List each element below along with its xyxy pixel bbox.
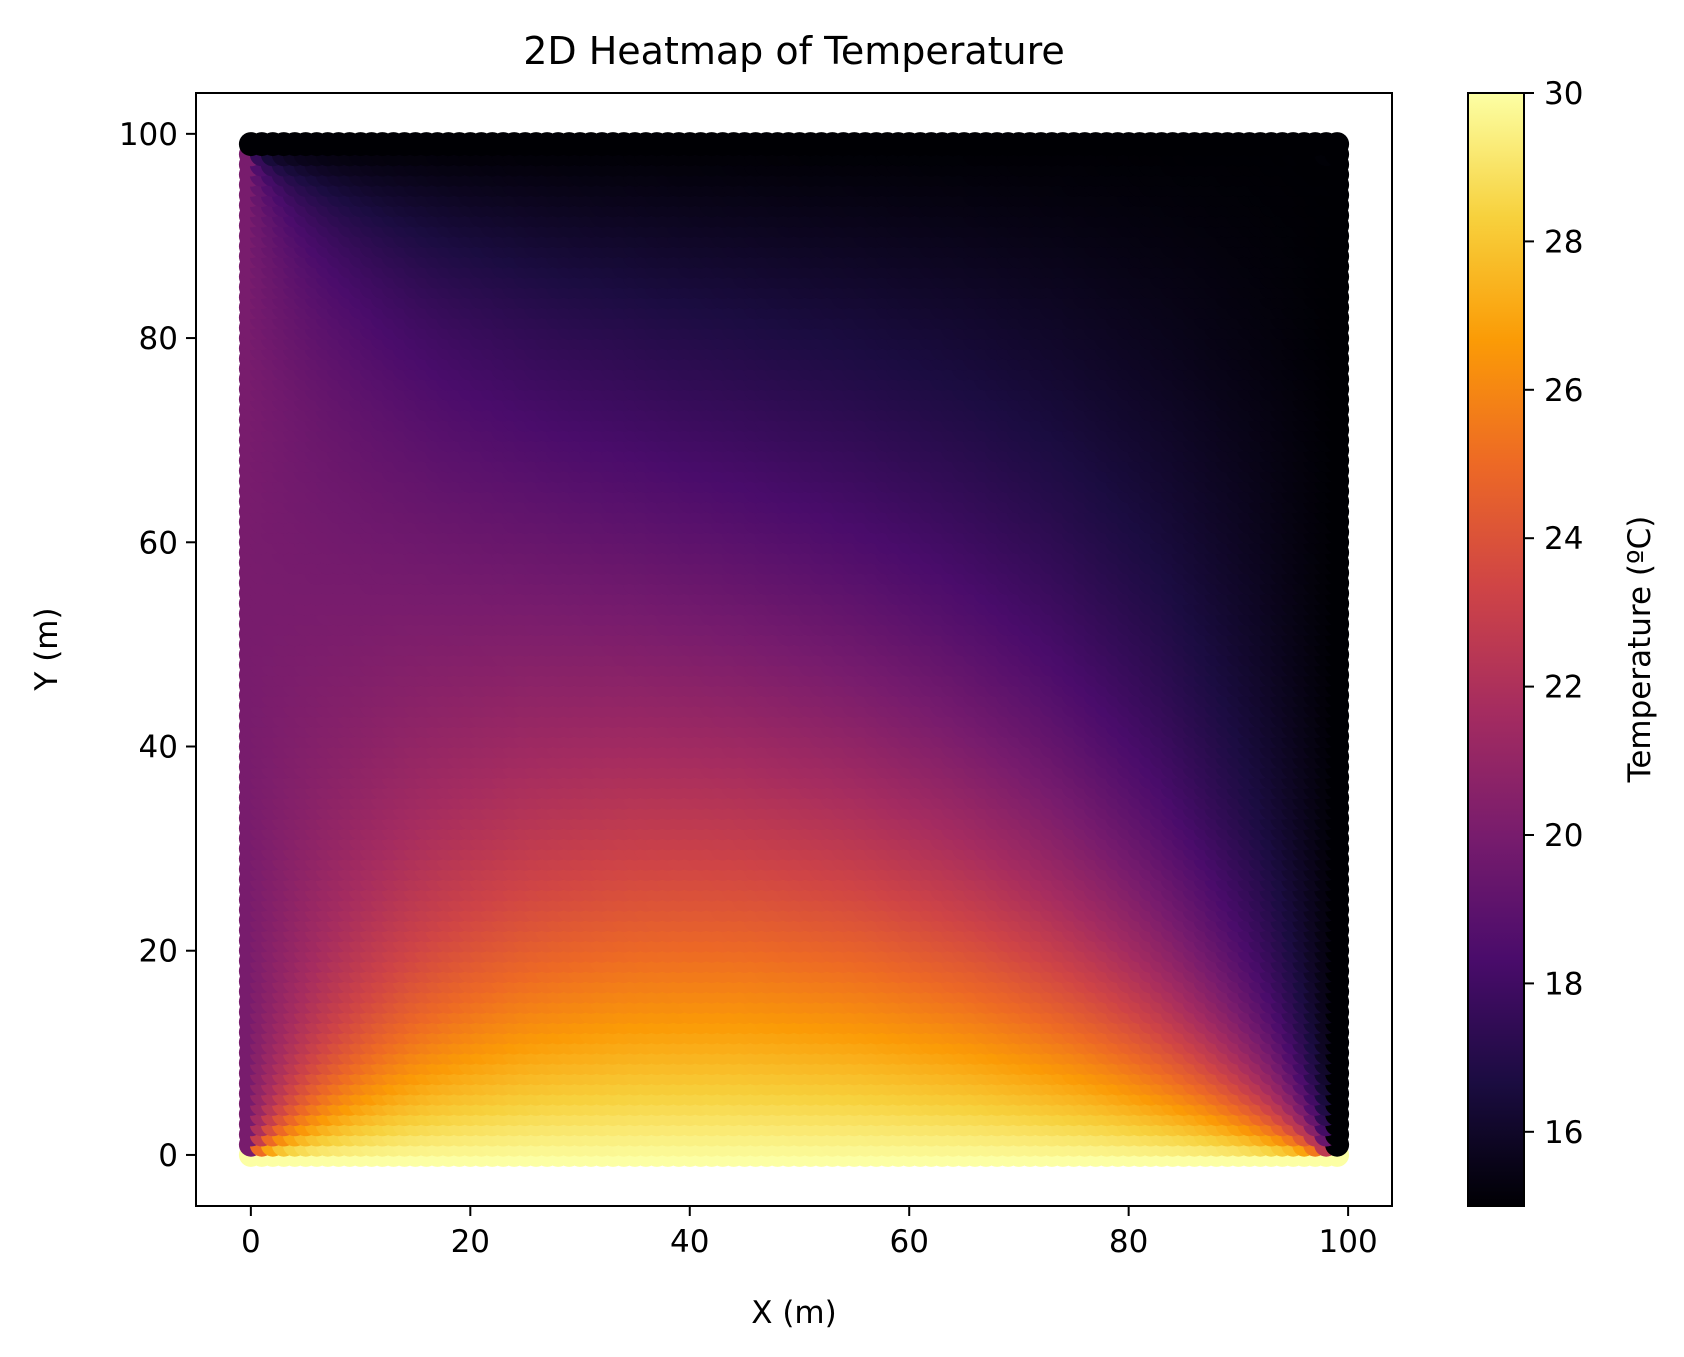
chart-title: 2D Heatmap of Temperature xyxy=(523,29,1065,73)
heatmap-points xyxy=(238,132,1350,1167)
